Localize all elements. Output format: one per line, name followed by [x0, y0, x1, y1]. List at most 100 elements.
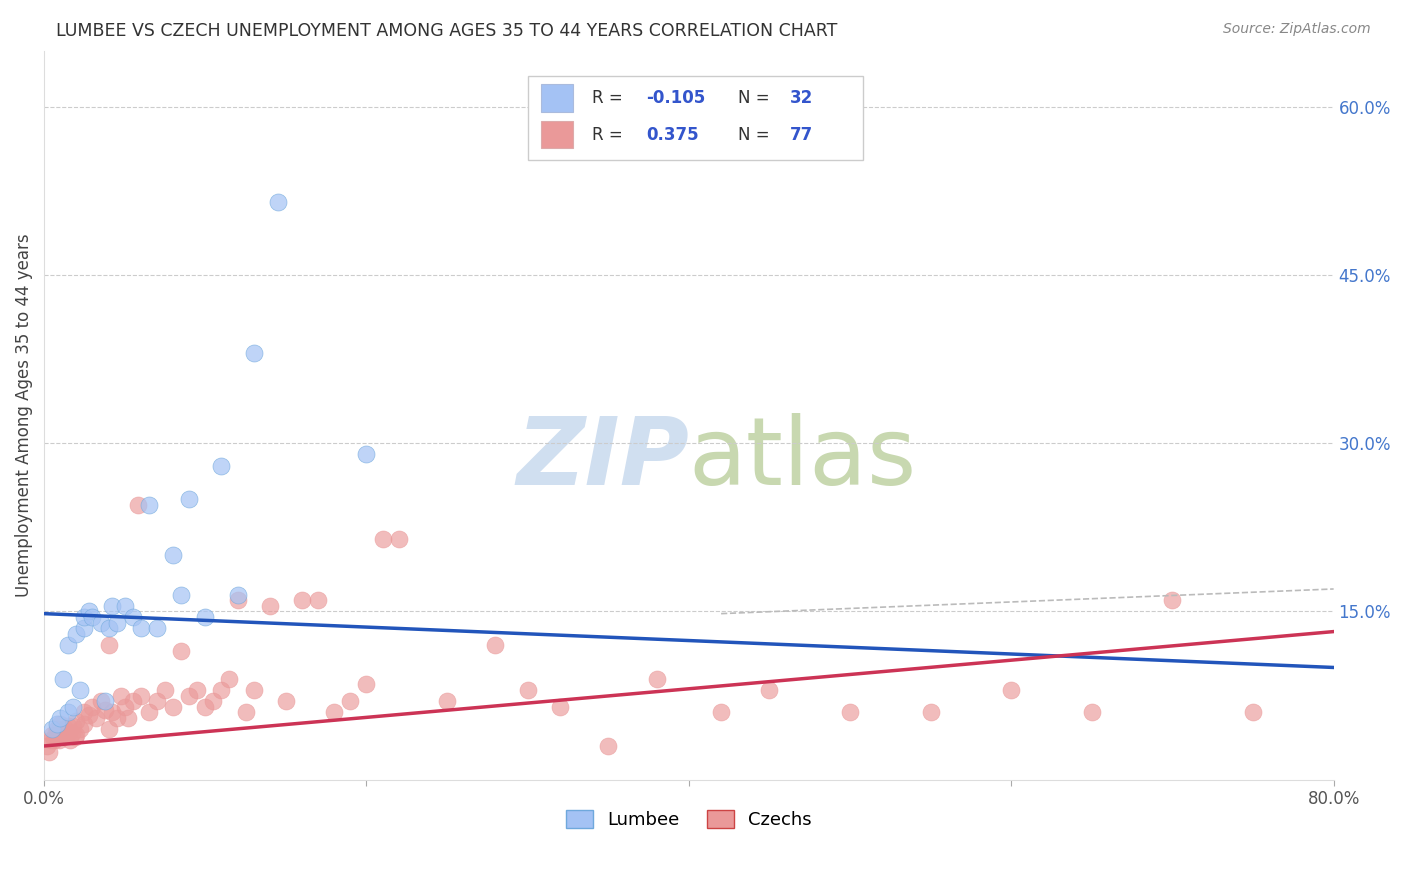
Point [235, 706, 257, 720]
Point [242, 682, 264, 697]
Point [69, 722, 91, 736]
Point [69, 682, 91, 697]
Point [209, 682, 232, 697]
Point [548, 699, 571, 714]
Point [129, 689, 152, 703]
Point [65, 728, 87, 742]
Point [388, 532, 411, 546]
Point [65, 714, 87, 729]
Point [82, 699, 104, 714]
Legend: Lumbee, Czechs: Lumbee, Czechs [558, 803, 820, 836]
Point [218, 672, 240, 686]
Text: Source: ZipAtlas.com: Source: ZipAtlas.com [1223, 22, 1371, 37]
Point [73, 706, 96, 720]
Point [46, 722, 69, 736]
Point [41, 728, 63, 742]
Point [52, 730, 75, 744]
Point [259, 599, 281, 613]
Point [598, 739, 620, 753]
Point [758, 682, 780, 697]
Point [62, 719, 84, 733]
Point [60, 725, 83, 739]
Point [267, 195, 290, 210]
Point [179, 492, 201, 507]
Point [839, 706, 862, 720]
Point [339, 694, 361, 708]
Point [153, 682, 176, 697]
Point [194, 699, 217, 714]
Point [105, 615, 128, 630]
Point [121, 694, 143, 708]
Point [202, 694, 225, 708]
Point [73, 716, 96, 731]
Point [138, 498, 160, 512]
Text: 32: 32 [789, 89, 813, 107]
Point [105, 711, 128, 725]
Point [51, 725, 73, 739]
Point [97, 638, 120, 652]
Point [186, 682, 208, 697]
Point [162, 699, 184, 714]
Text: 0.375: 0.375 [647, 126, 699, 144]
Point [42, 733, 65, 747]
Point [53, 722, 76, 736]
Text: atlas: atlas [689, 413, 917, 505]
Point [46, 730, 69, 744]
Point [48, 733, 70, 747]
Point [170, 643, 193, 657]
Point [41, 722, 63, 736]
Bar [540, 120, 572, 148]
Point [307, 593, 329, 607]
Point [77, 604, 100, 618]
FancyBboxPatch shape [527, 76, 863, 160]
Point [38, 745, 60, 759]
Point [484, 638, 506, 652]
Point [89, 694, 111, 708]
Point [117, 711, 139, 725]
Y-axis label: Unemployment Among Ages 35 to 44 years: Unemployment Among Ages 35 to 44 years [15, 234, 32, 597]
Point [101, 706, 124, 720]
Text: R =: R = [592, 126, 628, 144]
Point [371, 532, 394, 546]
Point [114, 599, 136, 613]
Point [49, 728, 72, 742]
Point [37, 739, 59, 753]
Point [274, 694, 297, 708]
Point [121, 610, 143, 624]
Point [55, 728, 77, 742]
Point [179, 689, 201, 703]
Point [146, 621, 169, 635]
Point [73, 610, 96, 624]
Point [77, 707, 100, 722]
Point [94, 694, 117, 708]
Point [146, 694, 169, 708]
Point [129, 621, 152, 635]
Point [59, 733, 82, 747]
Point [1241, 706, 1264, 720]
Point [1000, 682, 1022, 697]
Text: 77: 77 [789, 126, 813, 144]
Point [44, 728, 66, 742]
Point [58, 638, 80, 652]
Point [63, 730, 86, 744]
Point [162, 549, 184, 563]
Point [49, 716, 72, 731]
Point [97, 621, 120, 635]
Point [209, 458, 232, 473]
Point [58, 706, 80, 720]
Point [226, 588, 249, 602]
Point [226, 593, 249, 607]
Point [97, 722, 120, 736]
Text: N =: N = [738, 89, 775, 107]
Point [242, 346, 264, 360]
Point [356, 677, 378, 691]
Point [110, 689, 132, 703]
Point [127, 498, 149, 512]
Point [58, 719, 80, 733]
Point [1161, 593, 1184, 607]
Point [89, 615, 111, 630]
Point [65, 627, 87, 641]
Point [138, 706, 160, 720]
Point [920, 706, 942, 720]
Point [84, 711, 107, 725]
